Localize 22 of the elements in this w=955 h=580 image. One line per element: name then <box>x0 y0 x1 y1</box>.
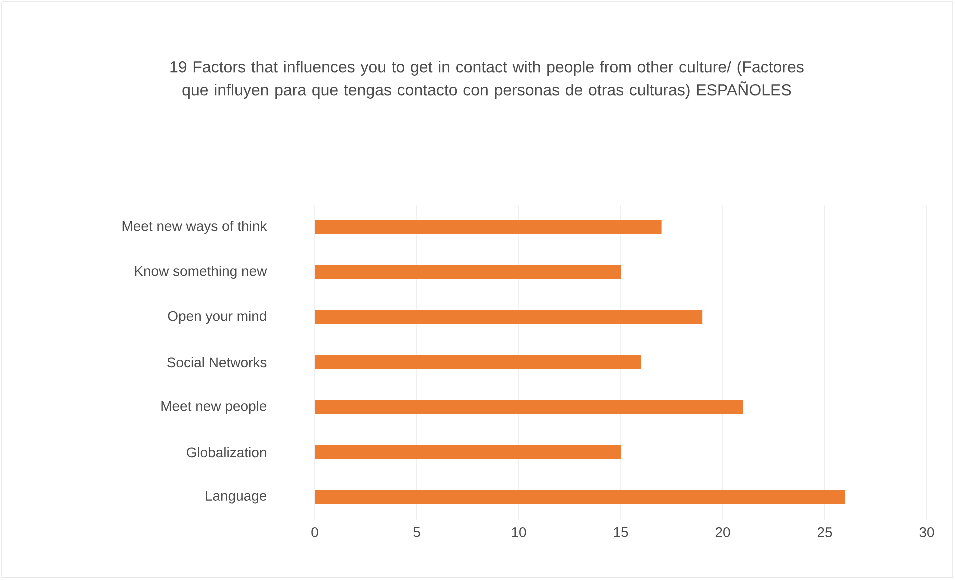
x-tick-label: 15 <box>614 528 628 538</box>
chart-title: 19 Factors that influences you to get in contact with people from other culture/ (Factores que influyen para que tengas contacto con personas de otras culturas) ESPAÑOLES <box>170 61 804 99</box>
x-tick-label: 20 <box>716 528 730 538</box>
x-tick-label: 25 <box>818 528 832 538</box>
y-tick-label: Meet new people <box>162 400 267 414</box>
x-tick-label: 0 <box>312 528 318 538</box>
y-tick-label: Meet new ways of think <box>122 220 268 234</box>
y-tick-label: Social Networks <box>168 357 267 368</box>
bar <box>315 490 846 504</box>
bar <box>315 265 622 280</box>
x-tick-label: 5 <box>414 528 420 538</box>
bar <box>315 355 642 370</box>
bar <box>315 310 703 324</box>
y-tick-label: Language <box>206 491 267 504</box>
y-tick-label: Globalization <box>187 447 266 458</box>
bar <box>315 400 744 414</box>
x-tick-label: 10 <box>512 528 526 538</box>
x-tick-label: 30 <box>920 528 934 538</box>
y-tick-label: Know something new <box>135 266 268 280</box>
bar <box>315 220 662 234</box>
y-tick-label: Open your mind <box>168 310 266 324</box>
bar <box>315 445 622 460</box>
